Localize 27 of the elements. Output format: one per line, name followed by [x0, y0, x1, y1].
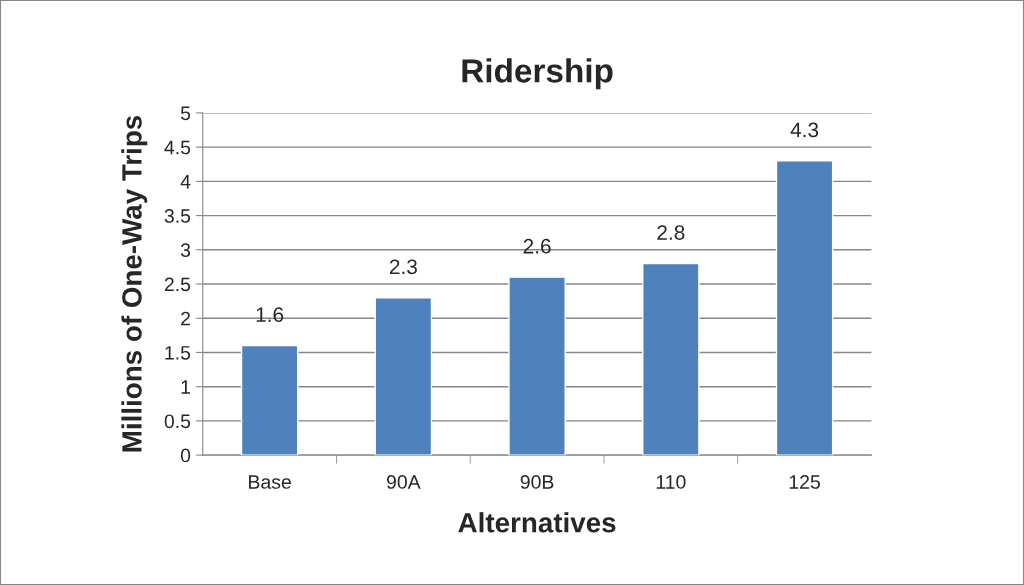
- y-tick-label: 2.5: [164, 277, 191, 292]
- x-tick-label: 125: [789, 475, 820, 489]
- bar: [508, 276, 566, 456]
- bar: [240, 344, 299, 456]
- y-tick-label: 4.5: [164, 140, 191, 155]
- y-tick-label: 5: [180, 106, 191, 121]
- bar: [642, 262, 700, 456]
- y-tick-label: 3: [180, 243, 191, 258]
- bar: [775, 160, 834, 456]
- y-tick-label: 4: [180, 175, 191, 189]
- data-label: 4.3: [790, 122, 819, 138]
- x-tick-label: Base: [249, 475, 291, 489]
- x-tick-label: 90B: [520, 475, 554, 489]
- chart-title: Ridership: [462, 58, 613, 90]
- y-axis-title: Millions of One-Way Trips: [121, 115, 148, 452]
- data-label: 2.8: [657, 225, 685, 240]
- data-label: 2.3: [389, 259, 417, 275]
- x-tick-label: 90A: [386, 475, 421, 489]
- x-tick-label: 110: [656, 475, 686, 489]
- x-axis-title: Alternatives: [458, 512, 616, 533]
- y-tick-label: 1.5: [165, 346, 191, 360]
- y-tick-label: 0.5: [164, 414, 191, 429]
- y-tick-label: 3.5: [164, 209, 191, 223]
- bar: [374, 297, 433, 456]
- y-tick-label: 0: [180, 448, 191, 463]
- y-tick-label: 2: [181, 311, 190, 326]
- y-tick-label: 1: [181, 380, 190, 394]
